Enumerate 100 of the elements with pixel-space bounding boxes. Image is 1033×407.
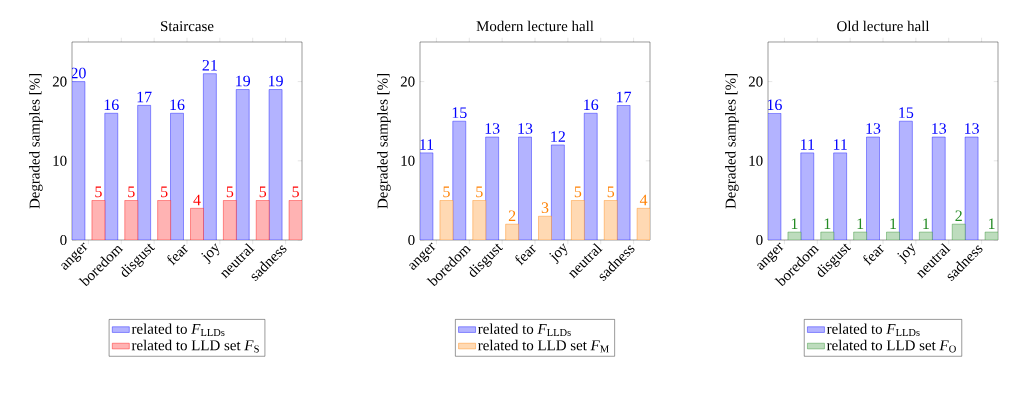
legend-label: related to LLD set F$_{S}$ [131,339,259,353]
data-label: 13 [518,123,533,134]
bar [288,200,302,240]
y-axis-title: Degraded samples [%] [725,74,739,209]
data-label: 13 [965,123,979,134]
data-label: 3 [541,202,549,214]
x-tick-label: joy [201,243,220,265]
legend-label: related to LLD set F$_{O}$ [826,339,956,353]
bar [800,152,814,240]
data-label: 16 [170,99,185,111]
data-label: 19 [269,75,283,87]
data-label: 1 [857,218,864,229]
data-label: 5 [226,186,234,198]
data-label: 20 [71,67,86,79]
bar [472,200,486,240]
bar [551,144,565,240]
data-label: 1 [890,218,897,229]
bar [223,200,237,240]
data-label: 12 [551,131,565,142]
legend-label: related to LLD set F$_{M}$ [478,339,609,353]
bar [538,216,552,240]
data-label: 1 [989,218,995,229]
bar [157,200,171,240]
data-label: 5 [607,186,615,198]
bar [91,200,106,240]
chart-title: Modern lecture hall [476,20,594,32]
data-label: 4 [639,194,648,206]
chart-title: Staircase [161,21,214,32]
bar [137,105,151,240]
bar [964,136,979,240]
bar [604,200,618,240]
bar [124,200,138,240]
bar [439,200,454,240]
bar [452,121,466,240]
y-axis-title: Degraded samples [%] [29,74,43,209]
bar [833,152,847,240]
data-label: 1 [791,218,798,229]
data-label: 15 [899,107,914,119]
data-label: 13 [866,123,881,134]
data-label: 4 [193,194,201,206]
bar [236,89,250,240]
bar [616,105,631,240]
data-label: 5 [574,186,582,198]
data-label: 15 [452,107,467,119]
y-tick-label: 10 [749,155,763,166]
x-tick-label: joy [897,243,916,265]
data-label: 5 [476,186,483,198]
data-label: 16 [584,99,599,111]
legend-label: related to F$_{LLDs}$ [478,323,571,337]
bar [932,136,946,240]
data-label: 5 [128,186,135,198]
bar [72,81,86,240]
data-label: 19 [236,75,251,87]
bar [866,136,880,240]
bar [636,208,651,240]
bar [104,113,118,240]
bar [768,113,782,240]
bar [420,152,434,240]
data-label: 5 [259,186,267,198]
legend-label: related to F$_{LLDs}$ [131,323,225,337]
x-tick-label: joy [549,243,568,265]
bar [899,121,913,240]
data-label: 11 [420,139,434,150]
data-label: 1 [824,218,831,229]
legend-label: related to F$_{LLDs}$ [826,323,920,337]
data-label: 11 [833,139,847,150]
data-label: 13 [932,123,947,134]
y-tick-label: 20 [52,76,67,87]
x-tick-label: fear [167,244,189,266]
data-label: 1 [923,218,929,229]
x-tick-label: fear [863,244,885,266]
data-label: 11 [801,139,815,150]
bar [190,208,204,240]
bar [518,136,532,240]
bar [268,89,283,240]
bar [203,73,217,240]
bar [584,113,598,240]
bar [485,136,499,240]
bar [256,200,270,240]
data-label: 13 [485,123,500,134]
bar [170,113,184,240]
data-label: 17 [617,91,632,103]
data-label: 5 [95,186,102,198]
y-tick-label: 10 [53,155,67,166]
y-tick-label: 10 [401,155,415,166]
data-label: 21 [202,59,217,71]
data-label: 16 [767,99,782,111]
bar [571,200,585,240]
data-label: 16 [104,99,119,111]
data-label: 5 [443,186,450,198]
chart-title: Old lecture hall [837,20,930,32]
bar [505,223,519,240]
y-axis-title: Degraded samples [%] [377,74,391,209]
y-tick-label: 20 [400,76,415,87]
data-label: 2 [955,210,962,221]
data-label: 5 [161,186,168,198]
data-label: 5 [292,186,299,198]
data-label: 2 [508,210,516,221]
x-tick-label: fear [515,244,537,266]
y-tick-label: 20 [748,76,763,87]
